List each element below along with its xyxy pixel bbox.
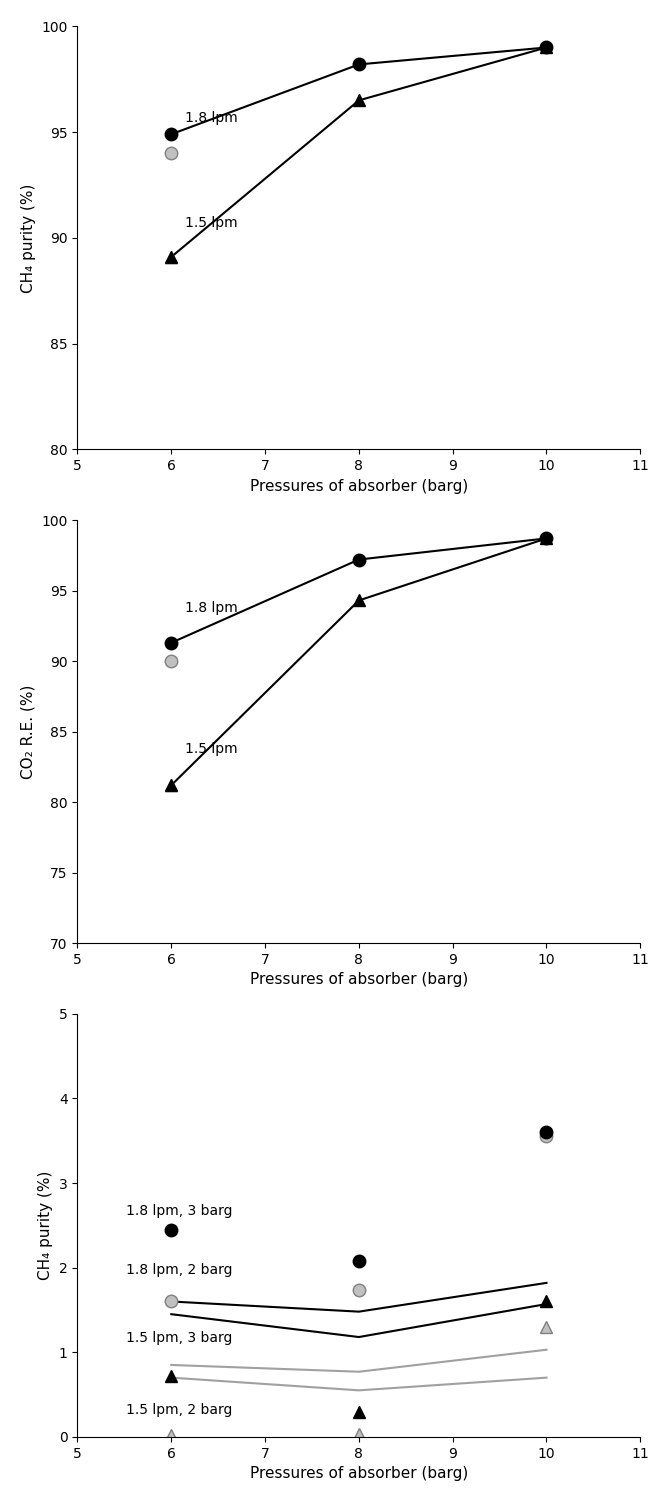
Y-axis label: CH₄ purity (%): CH₄ purity (%)	[21, 183, 36, 293]
Text: 1.8 lpm, 2 barg: 1.8 lpm, 2 barg	[126, 1263, 232, 1277]
Text: 1.8 lpm: 1.8 lpm	[186, 601, 238, 614]
Text: 1.5 lpm, 2 barg: 1.5 lpm, 2 barg	[126, 1403, 232, 1416]
X-axis label: Pressures of absorber (barg): Pressures of absorber (barg)	[250, 479, 468, 494]
Text: 1.5 lpm, 3 barg: 1.5 lpm, 3 barg	[126, 1331, 232, 1346]
Text: 1.8 lpm, 3 barg: 1.8 lpm, 3 barg	[126, 1205, 232, 1218]
Text: 1.5 lpm: 1.5 lpm	[186, 742, 238, 756]
X-axis label: Pressures of absorber (barg): Pressures of absorber (barg)	[250, 1466, 468, 1481]
Y-axis label: CO₂ R.E. (%): CO₂ R.E. (%)	[21, 685, 36, 780]
Text: 1.5 lpm: 1.5 lpm	[186, 216, 238, 230]
Text: 1.8 lpm: 1.8 lpm	[186, 111, 238, 125]
Y-axis label: CH₄ purity (%): CH₄ purity (%)	[38, 1170, 54, 1280]
X-axis label: Pressures of absorber (barg): Pressures of absorber (barg)	[250, 972, 468, 987]
